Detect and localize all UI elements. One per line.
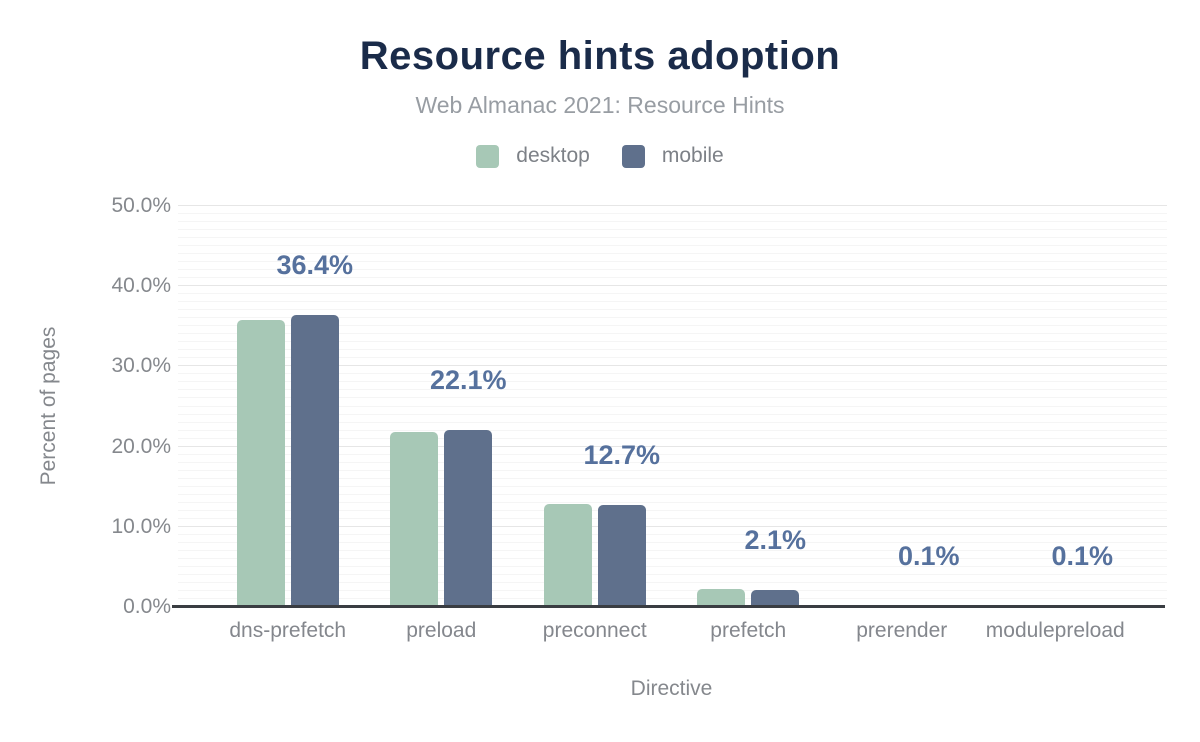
minor-gridline (178, 429, 1167, 431)
legend-label-desktop: desktop (516, 144, 590, 167)
data-label-prefetch: 2.1% (744, 525, 807, 555)
minor-gridline (178, 341, 1167, 343)
minor-gridline (178, 397, 1167, 399)
desktop-bar-preconnect[interactable] (543, 504, 592, 607)
legend-label-mobile: mobile (661, 144, 724, 167)
x-tick-label-preconnect: preconnect (542, 619, 647, 642)
minor-gridline (178, 261, 1167, 263)
data-label-dns-prefetch: 36.4% (276, 250, 354, 280)
x-tick-label-prefetch: prefetch (710, 619, 787, 642)
legend-item-mobile: mobile (621, 144, 724, 168)
category-column-preload: 22.1% preload (365, 206, 519, 642)
mobile-bar-prefetch[interactable] (751, 590, 800, 607)
minor-gridline (178, 269, 1167, 271)
minor-gridline (178, 381, 1167, 383)
minor-gridline (178, 237, 1167, 239)
y-tick-label: 20.0% (111, 434, 171, 458)
category-column-dns-prefetch: 36.4% dns-prefetch (211, 206, 365, 642)
minor-gridline (178, 317, 1167, 319)
major-gridline (178, 445, 1167, 447)
minor-gridline (178, 405, 1167, 407)
minor-gridline (178, 453, 1167, 455)
y-tick-label: 40.0% (111, 274, 171, 298)
y-tick-label: 50.0% (111, 194, 171, 217)
minor-gridline (178, 469, 1167, 471)
minor-gridline (178, 245, 1167, 247)
y-tick-label: 0.0% (123, 595, 171, 618)
minor-gridline (178, 293, 1167, 295)
x-axis-title: Directive (630, 677, 713, 700)
chart-title: Resource hints adoption (359, 34, 841, 78)
minor-gridline (178, 437, 1167, 439)
mobile-bar-preload[interactable] (444, 430, 493, 607)
minor-gridline (178, 597, 1167, 599)
minor-gridline (178, 533, 1167, 535)
minor-gridline (178, 557, 1167, 559)
minor-gridline (178, 565, 1167, 567)
x-tick-label-prerender: prerender (856, 619, 948, 642)
desktop-bar-preload[interactable] (390, 432, 439, 607)
data-label-prerender: 0.1% (897, 541, 960, 571)
data-label-modulepreload: 0.1% (1051, 541, 1114, 571)
data-label-preload: 22.1% (429, 365, 507, 395)
minor-gridline (178, 493, 1167, 495)
major-gridline (178, 205, 1167, 206)
minor-gridline (178, 541, 1167, 543)
legend: desktop mobile (0, 144, 1200, 168)
minor-gridline (178, 517, 1167, 519)
x-tick-label-modulepreload: modulepreload (985, 619, 1125, 642)
chart-subtitle: Web Almanac 2021: Resource Hints (415, 92, 785, 118)
major-gridline (178, 285, 1167, 287)
mobile-bar-preconnect[interactable] (597, 505, 646, 607)
bar-columns: 36.4% dns-prefetch 22.1% preload 12.7% precon… (211, 206, 1133, 642)
minor-gridline (178, 309, 1167, 311)
minor-gridline (178, 301, 1167, 303)
mobile-swatch-icon (621, 144, 645, 168)
minor-gridline (178, 221, 1167, 223)
x-axis-line (172, 605, 1165, 608)
minor-gridline (178, 213, 1167, 215)
minor-gridline (178, 573, 1167, 575)
y-tick-label: 30.0% (111, 354, 171, 378)
minor-gridline (178, 589, 1167, 591)
minor-gridline (178, 477, 1167, 479)
minor-gridline (178, 501, 1167, 503)
minor-gridline (178, 325, 1167, 327)
minor-gridline (178, 461, 1167, 463)
minor-gridline (178, 509, 1167, 511)
category-column-modulepreload: 0.1% modulepreload (979, 206, 1133, 642)
minor-gridline (178, 277, 1167, 279)
minor-gridline (178, 357, 1167, 359)
y-tick-label: 10.0% (111, 514, 171, 538)
major-gridline (178, 365, 1167, 367)
x-tick-label-preload: preload (406, 619, 477, 642)
category-column-preconnect: 12.7% preconnect (518, 206, 672, 642)
major-gridline (178, 525, 1167, 527)
legend-item-desktop: desktop (476, 144, 590, 168)
minor-gridline (178, 413, 1167, 415)
x-tick-label-dns-prefetch: dns-prefetch (229, 619, 347, 642)
data-label-preconnect: 12.7% (583, 440, 661, 470)
minor-gridline (178, 229, 1167, 231)
minor-gridline (178, 373, 1167, 375)
y-axis-title: Percent of pages (37, 326, 60, 486)
mobile-bar-dns-prefetch[interactable] (290, 315, 339, 607)
desktop-bar-dns-prefetch[interactable] (236, 320, 285, 607)
desktop-swatch-icon (476, 144, 500, 168)
minor-gridline (178, 253, 1167, 255)
category-column-prefetch: 2.1% prefetch (672, 206, 826, 642)
desktop-bar-prefetch[interactable] (697, 589, 746, 607)
minor-gridline (178, 485, 1167, 487)
minor-gridline (178, 389, 1167, 391)
minor-gridline (178, 421, 1167, 423)
category-column-prerender: 0.1% prerender (825, 206, 979, 642)
plot-area: 0.0% 10.0% 20.0% 30.0% 40.0% 50.0% 36.4% dns-pr… (111, 194, 1167, 642)
minor-gridline (178, 349, 1167, 351)
minor-gridline (178, 549, 1167, 551)
minor-gridline (178, 581, 1167, 583)
minor-gridline (178, 333, 1167, 335)
